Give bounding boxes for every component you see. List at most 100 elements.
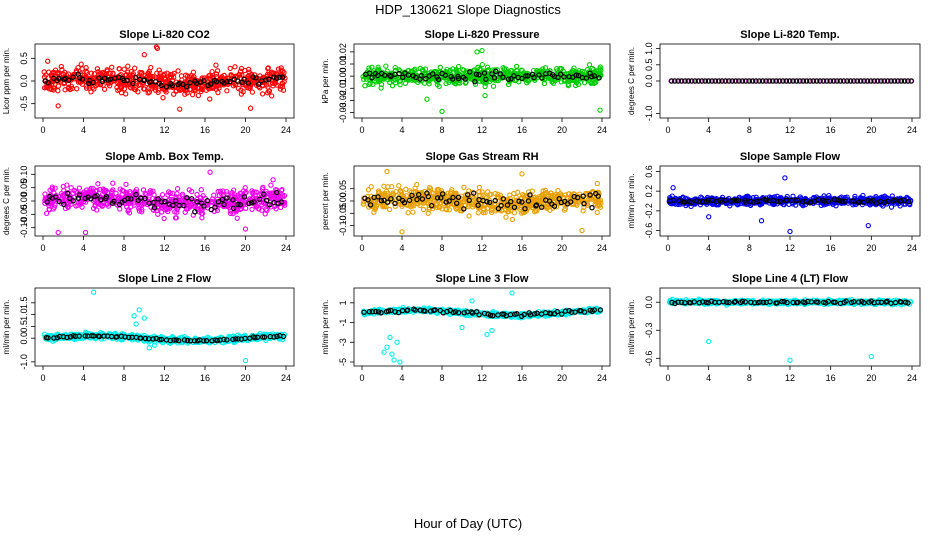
data-point-black <box>525 73 531 79</box>
data-point-black <box>187 79 193 86</box>
data-point-black <box>675 78 682 84</box>
figure-title: HDP_130621 Slope Diagnostics <box>375 2 561 17</box>
data-point <box>392 64 398 71</box>
panel-title: Slope Li-820 Temp. <box>740 29 839 41</box>
data-point-black <box>827 78 834 84</box>
data-point <box>273 186 279 193</box>
x-tick-label: 4 <box>81 373 86 383</box>
data-point <box>270 83 276 89</box>
x-tick-label: 20 <box>240 125 250 135</box>
data-point <box>505 81 512 88</box>
x-tick-label: 4 <box>399 243 404 253</box>
data-point <box>280 87 287 93</box>
data-point <box>594 180 600 187</box>
data-point-black <box>885 78 891 84</box>
data-point <box>182 91 188 97</box>
data-point <box>420 206 427 213</box>
data-point-black <box>489 71 495 77</box>
x-tick-label: 16 <box>826 125 836 135</box>
data-point <box>189 91 196 98</box>
data-point <box>504 69 511 75</box>
data-point-black <box>763 78 769 84</box>
x-tick-label: 0 <box>40 373 45 383</box>
data-point-black <box>227 78 233 85</box>
data-point-black <box>709 78 715 84</box>
data-point <box>133 84 139 91</box>
data-point <box>136 205 142 212</box>
data-point-black <box>179 81 186 88</box>
data-point <box>90 289 97 295</box>
data-point <box>259 91 266 97</box>
data-point <box>758 218 765 224</box>
panel-3: Slope Li-820 Temp.degrees C per min.0 4 8 1… <box>627 29 921 135</box>
data-point-black <box>266 76 272 82</box>
data-point-black <box>780 78 786 84</box>
data-point-black <box>497 71 503 77</box>
data-points <box>360 168 604 235</box>
x-tick-label: 8 <box>121 373 126 383</box>
data-point <box>93 75 99 82</box>
y-tick-label: 0.5 <box>19 52 29 65</box>
data-point <box>260 184 266 191</box>
data-point-black <box>158 82 165 89</box>
x-tick-label: 20 <box>240 243 250 253</box>
y-tick-label: 0.10 <box>19 166 29 184</box>
data-point-black <box>245 80 251 86</box>
data-point <box>123 181 129 188</box>
data-point-black <box>388 73 394 80</box>
data-point <box>472 81 479 87</box>
data-point-black <box>536 72 542 78</box>
y-tick-label: 0.5 <box>19 320 29 333</box>
y-tick-label: -0.03 <box>338 102 348 123</box>
data-point <box>145 90 151 96</box>
x-tick-label: 20 <box>866 243 876 253</box>
data-point <box>214 207 221 214</box>
y-tick-label: 0.0 <box>19 332 29 345</box>
data-point <box>558 66 565 72</box>
data-point-black <box>800 78 807 84</box>
data-point <box>442 75 448 81</box>
data-point-black <box>418 72 424 79</box>
data-point <box>596 68 602 74</box>
data-point-black <box>729 78 736 84</box>
y-tick-label: 0.05 <box>338 180 348 198</box>
data-point <box>146 72 152 79</box>
data-point-black <box>787 78 793 84</box>
data-point <box>410 209 416 215</box>
data-point <box>782 175 788 181</box>
data-point <box>538 68 545 74</box>
data-point-black <box>858 78 864 84</box>
data-point <box>509 216 515 223</box>
data-point <box>227 65 233 72</box>
data-point <box>83 68 89 74</box>
data-point-black <box>902 78 908 84</box>
data-point <box>366 81 372 88</box>
data-point-black <box>793 78 800 84</box>
data-point <box>263 191 270 197</box>
data-point <box>581 80 588 86</box>
y-tick-label: -0.01 <box>338 78 348 99</box>
data-point-black <box>777 78 783 84</box>
data-point <box>554 66 560 72</box>
data-point-black <box>107 76 113 83</box>
data-point-black <box>508 75 514 82</box>
data-point-black <box>430 71 436 77</box>
data-point-black <box>169 82 175 89</box>
data-point <box>154 205 160 211</box>
y-axis-label: ml/min per min. <box>627 174 636 229</box>
data-point <box>479 61 485 68</box>
data-point-black <box>61 76 67 83</box>
data-point-black <box>766 78 773 84</box>
data-point-black <box>841 78 847 84</box>
data-point-black <box>505 76 512 83</box>
data-point <box>485 67 492 73</box>
data-point <box>490 83 497 89</box>
data-point-black <box>413 74 419 81</box>
data-point <box>82 229 89 236</box>
data-point-black <box>679 78 685 84</box>
data-point <box>586 62 593 68</box>
data-point <box>107 83 113 89</box>
data-point-black <box>824 78 830 84</box>
data-point <box>389 83 396 89</box>
